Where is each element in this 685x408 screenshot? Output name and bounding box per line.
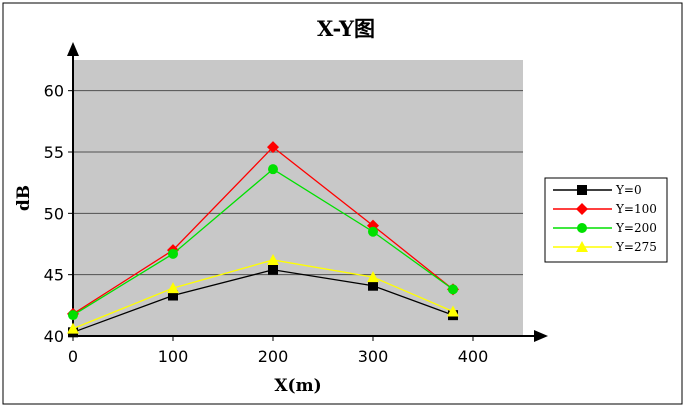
data-point [168, 290, 178, 301]
legend-marker [576, 241, 588, 252]
data-point [67, 322, 79, 334]
series-Y=275 [67, 253, 459, 334]
data-point [367, 271, 379, 283]
legend-item: Y=275 [553, 240, 657, 254]
legend-label: Y=100 [615, 202, 657, 216]
x-tick-label: 300 [358, 347, 389, 366]
data-point [268, 164, 278, 175]
legend-marker [577, 223, 587, 233]
data-point [268, 264, 278, 275]
legend-item: Y=100 [553, 202, 657, 216]
legend-marker [576, 203, 588, 215]
chart-title: X-Y图 [317, 16, 375, 41]
legend-item: Y=0 [553, 183, 642, 197]
y-tick-label: 40 [44, 327, 64, 346]
plot-area [73, 60, 523, 336]
data-point [447, 305, 459, 317]
data-point [167, 282, 179, 294]
tick-labels: 0 100 200 300 400 40 45 50 55 60 [44, 82, 489, 366]
series-layer [67, 141, 459, 338]
data-point [168, 248, 178, 259]
data-point [68, 310, 78, 321]
legend-marker [577, 185, 587, 195]
data-point [267, 141, 279, 154]
legend-item: Y=200 [553, 221, 657, 235]
data-point [368, 280, 378, 291]
x-axis-arrow-icon [534, 330, 548, 342]
x-tick-label: 200 [258, 347, 289, 366]
legend-box [544, 177, 668, 263]
x-tick-label: 100 [158, 347, 189, 366]
legend-label: Y=200 [615, 221, 657, 235]
legend: Y=0 Y=100 Y=200 Y=275 [544, 177, 668, 263]
series-Y=200 [68, 164, 458, 321]
x-tick-label: 400 [458, 347, 489, 366]
y-axis-arrow-icon [67, 42, 79, 56]
legend-label: Y=275 [615, 240, 657, 254]
y-tick-label: 45 [44, 266, 64, 285]
axes [67, 42, 548, 342]
legend-label: Y=0 [615, 183, 642, 197]
x-axis-label: X(m) [274, 376, 321, 396]
x-tick-label: 0 [68, 347, 78, 366]
data-point [267, 253, 279, 265]
y-tick-label: 60 [44, 82, 64, 101]
y-axis-label: dB [14, 185, 34, 211]
data-point [368, 226, 378, 237]
y-tick-label: 55 [44, 143, 64, 162]
data-point [448, 284, 458, 295]
gridlines [73, 90, 523, 276]
y-tick-label: 50 [44, 204, 64, 223]
